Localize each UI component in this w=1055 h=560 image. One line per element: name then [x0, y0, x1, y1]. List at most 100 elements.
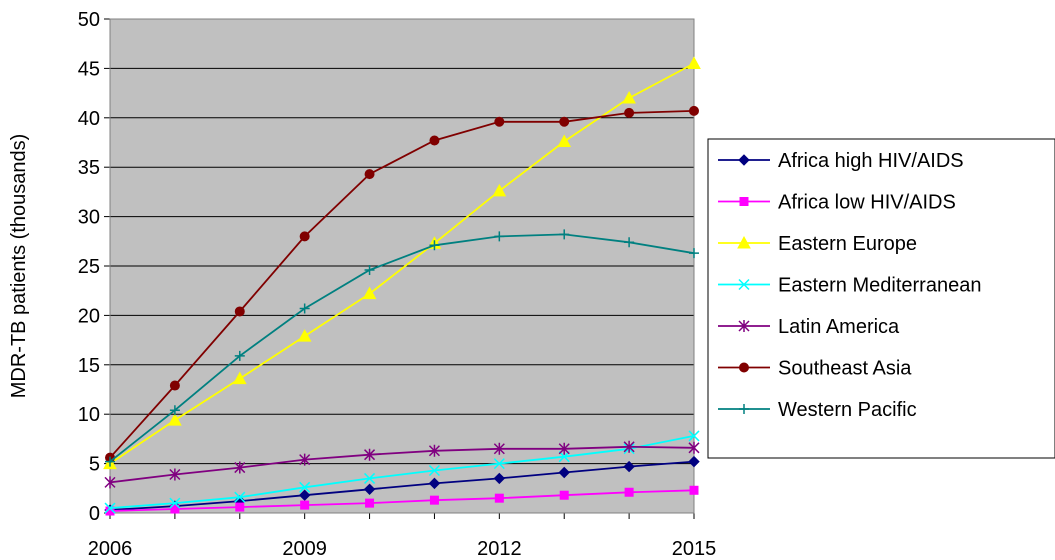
x-tick-label: 2015 [672, 538, 717, 560]
legend-label: Africa high HIV/AIDS [778, 150, 964, 172]
legend-item: Africa low HIV/AIDS [718, 192, 956, 214]
data-point [739, 362, 749, 373]
data-point [168, 413, 182, 426]
data-point [364, 169, 375, 180]
data-point [558, 466, 570, 479]
data-point [558, 442, 570, 455]
data-point [300, 500, 310, 510]
data-point [234, 491, 246, 503]
y-tick-label: 5 [89, 454, 100, 476]
data-point [429, 495, 439, 505]
x-tick-label: 2006 [88, 538, 133, 560]
legend-item: Eastern Europe [718, 233, 917, 255]
y-tick-label: 25 [78, 256, 100, 278]
data-point [105, 456, 115, 467]
series [105, 105, 699, 463]
data-point [363, 483, 376, 495]
data-point [364, 448, 376, 461]
data-point [299, 453, 311, 466]
legend-label: Western Pacific [778, 399, 917, 421]
series [104, 430, 700, 514]
y-tick-label: 20 [78, 305, 100, 327]
data-point [235, 502, 245, 512]
data-point [494, 231, 505, 242]
data-point [559, 116, 570, 127]
data-point [169, 405, 180, 416]
legend-item: Eastern Mediterranean [718, 275, 981, 297]
legend-box [707, 138, 1055, 459]
data-point [494, 493, 504, 503]
y-tick-label: 10 [78, 404, 100, 426]
data-point [688, 430, 700, 442]
data-point [623, 440, 635, 453]
legend-label: Southeast Asia [778, 358, 912, 380]
legend-item: Southeast Asia [718, 358, 912, 380]
data-point [494, 116, 505, 127]
data-point [428, 477, 441, 490]
legend-item: Africa high HIV/AIDS [718, 150, 964, 172]
y-tick-label: 15 [78, 355, 100, 377]
legend-label: Eastern Mediterranean [778, 275, 981, 297]
legend-item: Latin America [718, 316, 900, 338]
data-point [298, 489, 311, 501]
data-point [738, 278, 750, 291]
data-point [493, 458, 505, 470]
y-axis-ticks: 0 5 10 15 20 25 30 35 40 45 50 [78, 9, 110, 525]
y-tick-label: 0 [89, 503, 100, 525]
data-point [169, 497, 181, 509]
series-line [109, 435, 695, 509]
data-point [738, 320, 750, 332]
data-point [297, 329, 312, 342]
data-point [559, 229, 570, 240]
data-point [559, 490, 569, 500]
data-point [169, 468, 181, 481]
data-point [739, 197, 749, 206]
data-point [624, 237, 635, 248]
data-point [493, 442, 505, 455]
plot-border [109, 18, 695, 514]
data-point [232, 371, 247, 385]
y-tick-label: 50 [78, 9, 100, 31]
data-point [687, 56, 701, 69]
series [105, 229, 699, 467]
series-line [109, 445, 695, 484]
x-tick-label: 2009 [282, 538, 327, 560]
series [104, 440, 700, 489]
data-point [688, 455, 700, 468]
data-point [737, 235, 751, 249]
y-tick-label: 45 [78, 58, 100, 80]
series-line [109, 460, 695, 511]
data-point [299, 481, 311, 493]
data-point [689, 248, 699, 259]
data-point [688, 441, 700, 454]
data-point [738, 154, 750, 166]
data-point [104, 476, 116, 489]
data-point [234, 461, 246, 474]
series-line [109, 489, 695, 512]
data-point [689, 105, 699, 116]
data-point [364, 264, 375, 275]
series-line [109, 233, 695, 463]
data-point [234, 350, 245, 361]
series-line [109, 62, 695, 465]
legend-label: Africa low HIV/AIDS [778, 192, 956, 214]
legend: Africa high HIV/AIDS Africa low HIV/AIDS E… [707, 138, 1055, 459]
data-point [623, 460, 635, 473]
legend-label: Eastern Europe [778, 233, 917, 255]
y-tick-label: 30 [78, 207, 100, 229]
data-point [364, 472, 376, 484]
data-point [169, 380, 180, 391]
series-layer [103, 56, 701, 516]
data-point [428, 444, 440, 457]
data-point [428, 464, 440, 477]
data-point [739, 404, 749, 414]
data-point [299, 303, 310, 314]
data-point [558, 451, 570, 463]
y-tick-label: 40 [78, 108, 100, 130]
data-point [624, 487, 634, 497]
data-point [365, 498, 375, 508]
series [103, 56, 701, 470]
data-point [170, 504, 180, 514]
y-axis-title: MDR-TB patients (thousands) [8, 134, 30, 399]
data-point [429, 135, 440, 146]
